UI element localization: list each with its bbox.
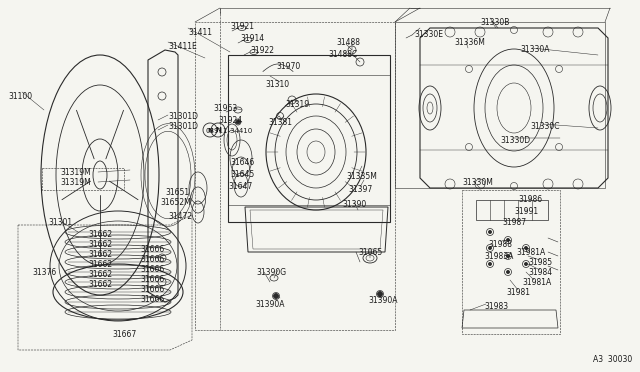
Circle shape bbox=[525, 247, 527, 250]
Text: 31970: 31970 bbox=[276, 62, 300, 71]
Text: N: N bbox=[215, 127, 221, 133]
Circle shape bbox=[488, 247, 492, 250]
Text: 31666: 31666 bbox=[140, 275, 164, 284]
Circle shape bbox=[488, 231, 492, 234]
Text: 31662: 31662 bbox=[88, 250, 112, 259]
Text: 31390: 31390 bbox=[342, 200, 366, 209]
Text: 31991: 31991 bbox=[514, 207, 538, 216]
Text: 31981A: 31981A bbox=[522, 278, 551, 287]
Text: 31662: 31662 bbox=[88, 280, 112, 289]
Text: 31330D: 31330D bbox=[500, 136, 530, 145]
Text: 31914: 31914 bbox=[240, 34, 264, 43]
Text: 31662: 31662 bbox=[88, 260, 112, 269]
Text: 31666: 31666 bbox=[140, 285, 164, 294]
Text: 31981A: 31981A bbox=[516, 248, 545, 257]
Text: 31662: 31662 bbox=[88, 230, 112, 239]
Circle shape bbox=[273, 294, 278, 298]
Text: 31330B: 31330B bbox=[480, 18, 509, 27]
Text: A3  30030: A3 30030 bbox=[593, 355, 632, 364]
Text: 31667: 31667 bbox=[112, 330, 136, 339]
Bar bbox=[42, 168, 124, 190]
Text: 31301D: 31301D bbox=[168, 112, 198, 121]
Text: 31651: 31651 bbox=[165, 188, 189, 197]
Text: 31662: 31662 bbox=[88, 270, 112, 279]
Text: 31319M: 31319M bbox=[60, 168, 91, 177]
Text: 31963: 31963 bbox=[213, 104, 237, 113]
Text: 31330C: 31330C bbox=[530, 122, 559, 131]
Text: 31662: 31662 bbox=[88, 240, 112, 249]
Text: 31301D: 31301D bbox=[168, 122, 198, 131]
Circle shape bbox=[378, 292, 383, 296]
Text: 31390A: 31390A bbox=[255, 300, 285, 309]
Text: 31666: 31666 bbox=[140, 255, 164, 264]
Text: 31397: 31397 bbox=[348, 185, 372, 194]
Text: 31666: 31666 bbox=[140, 245, 164, 254]
Text: 31411: 31411 bbox=[188, 28, 212, 37]
Text: 31319M: 31319M bbox=[60, 178, 91, 187]
Text: 31922: 31922 bbox=[250, 46, 274, 55]
Text: 08911-34410: 08911-34410 bbox=[205, 128, 252, 134]
Text: 31666: 31666 bbox=[140, 265, 164, 274]
Circle shape bbox=[506, 238, 509, 241]
Text: 31983: 31983 bbox=[484, 302, 508, 311]
Text: 31472: 31472 bbox=[168, 212, 192, 221]
Text: 31985: 31985 bbox=[528, 258, 552, 267]
Text: 31981: 31981 bbox=[506, 288, 530, 297]
Text: 31647: 31647 bbox=[228, 182, 252, 191]
Text: 31987: 31987 bbox=[502, 218, 526, 227]
Text: 31319: 31319 bbox=[285, 100, 309, 109]
Text: 31488: 31488 bbox=[336, 38, 360, 47]
Text: 31924: 31924 bbox=[218, 116, 242, 125]
Text: 31390A: 31390A bbox=[368, 296, 397, 305]
Text: 31335M: 31335M bbox=[346, 172, 377, 181]
Text: 31986: 31986 bbox=[518, 195, 542, 204]
Text: 31984: 31984 bbox=[528, 268, 552, 277]
Text: 31666: 31666 bbox=[140, 295, 164, 304]
Circle shape bbox=[488, 263, 492, 266]
Circle shape bbox=[506, 270, 509, 273]
Text: 31921: 31921 bbox=[230, 22, 254, 31]
Text: 31652M: 31652M bbox=[160, 198, 191, 207]
Circle shape bbox=[525, 263, 527, 266]
Text: 31988: 31988 bbox=[488, 240, 512, 249]
Circle shape bbox=[506, 254, 509, 257]
Text: 31301: 31301 bbox=[48, 218, 72, 227]
Text: 31336M: 31336M bbox=[454, 38, 485, 47]
Text: 31645: 31645 bbox=[230, 170, 254, 179]
Text: 31330A: 31330A bbox=[520, 45, 550, 54]
Text: N: N bbox=[207, 128, 212, 132]
Text: 31310: 31310 bbox=[265, 80, 289, 89]
Text: 31100: 31100 bbox=[8, 92, 32, 101]
Text: 31065: 31065 bbox=[358, 248, 382, 257]
Text: 31983A: 31983A bbox=[484, 252, 513, 261]
Text: 31488C: 31488C bbox=[328, 50, 357, 59]
Text: 31646: 31646 bbox=[230, 158, 254, 167]
Circle shape bbox=[236, 120, 240, 124]
Text: 31381: 31381 bbox=[268, 118, 292, 127]
Text: 31330E: 31330E bbox=[414, 30, 443, 39]
Text: 31390G: 31390G bbox=[256, 268, 286, 277]
Text: 31330M: 31330M bbox=[462, 178, 493, 187]
Text: 31376: 31376 bbox=[32, 268, 56, 277]
Text: 31411E: 31411E bbox=[168, 42, 196, 51]
